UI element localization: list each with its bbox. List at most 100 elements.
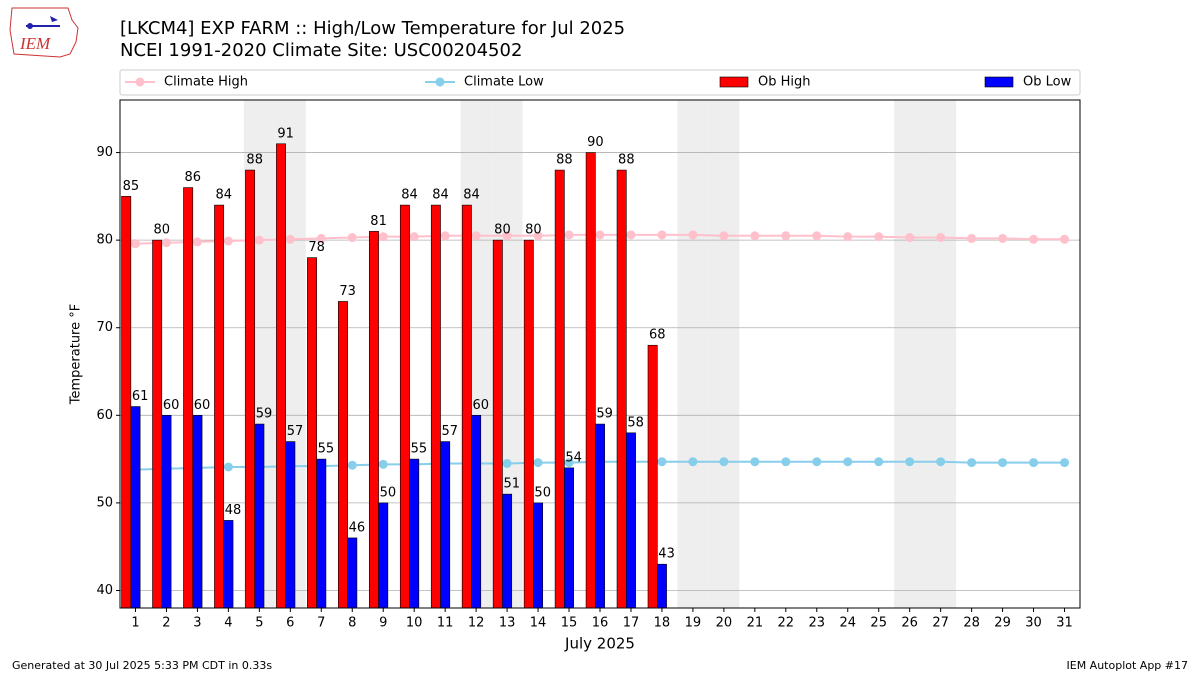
marker [719,231,729,241]
plot-frame [119,99,1081,609]
marker [502,458,512,468]
bar-label: 55 [318,442,335,457]
x-tick-label: 5 [255,616,263,631]
legend-marker [135,77,145,87]
marker [564,458,574,468]
marker [874,232,884,242]
bar-label: 90 [587,135,604,150]
y-tick-label: 50 [96,495,113,510]
marker [905,233,915,243]
bar [409,458,420,608]
bar-label: 81 [370,214,387,229]
marker [657,457,667,467]
marker [285,234,295,244]
marker [471,231,481,241]
x-tick-label: 26 [901,616,918,631]
bar [254,423,265,608]
weekend-shade [925,100,957,608]
chart-title: [LKCM4] EXP FARM :: High/Low Temperature… [120,18,625,39]
y-tick-label: 80 [96,233,113,248]
marker [1029,234,1039,244]
marker [843,457,853,467]
bar [399,204,410,608]
marker [316,233,326,243]
marker [564,230,574,240]
marker [347,233,357,243]
x-tick-label: 22 [778,616,795,631]
bar-label: 48 [225,503,242,518]
x-tick-label: 27 [932,616,949,631]
marker [998,458,1008,468]
marker [688,457,698,467]
x-tick-label: 12 [468,616,485,631]
x-tick-label: 10 [406,616,423,631]
bar [471,415,482,608]
x-tick-label: 18 [654,616,671,631]
x-tick-label: 30 [1025,616,1042,631]
marker [688,230,698,240]
x-tick-label: 19 [685,616,702,631]
x-tick-label: 25 [870,616,887,631]
bar-label: 60 [163,398,180,413]
x-tick-label: 1 [131,616,139,631]
bar-label: 73 [339,284,356,299]
plot-area [120,100,1080,608]
marker [812,457,822,467]
bar [616,169,627,608]
x-tick-label: 29 [994,616,1011,631]
bar-label: 80 [494,223,511,238]
x-tick-label: 20 [716,616,733,631]
legend-box [119,69,1081,96]
bar [492,239,503,608]
y-tick-label: 60 [96,408,113,423]
marker [223,236,233,246]
bar-label: 50 [534,485,551,500]
marker [750,457,760,467]
legend-label: Ob Low [1023,75,1072,90]
marker [1029,458,1039,468]
x-tick-label: 28 [963,616,980,631]
bar [595,423,605,608]
x-axis-label: July 2025 [564,635,635,653]
x-tick-label: 15 [561,616,578,631]
marker [781,457,791,467]
x-tick-label: 24 [839,616,856,631]
bar-label: 80 [154,223,171,238]
marker [161,238,171,248]
bar [378,502,389,608]
x-tick-label: 8 [348,616,356,631]
marker [905,457,915,467]
marker [967,458,977,468]
bar [316,458,327,608]
bar [585,152,596,608]
legend-label: Climate High [164,75,248,90]
x-tick-label: 2 [162,616,170,631]
marker [533,231,543,241]
bar [368,231,379,608]
marker [1060,458,1070,468]
bar [656,563,667,608]
bar [245,169,256,608]
bar [285,441,296,608]
marker [719,457,729,467]
weekend-shade [677,100,709,608]
bar [523,239,534,608]
bar [130,406,141,608]
footer-left: Generated at 30 Jul 2025 5:33 PM CDT in … [12,659,272,672]
weekend-shade [708,100,740,608]
x-tick-label: 23 [809,616,826,631]
x-tick-label: 13 [499,616,516,631]
marker [502,231,512,241]
marker [347,460,357,470]
marker [192,237,202,247]
legend-label: Ob High [758,75,811,90]
bar-label: 68 [649,328,666,343]
bar-label: 88 [618,153,635,168]
x-tick-label: 6 [286,616,294,631]
marker [812,231,822,241]
y-tick-label: 70 [96,320,113,335]
bar-label: 84 [463,188,480,203]
bar [214,204,225,608]
marker [378,232,388,242]
